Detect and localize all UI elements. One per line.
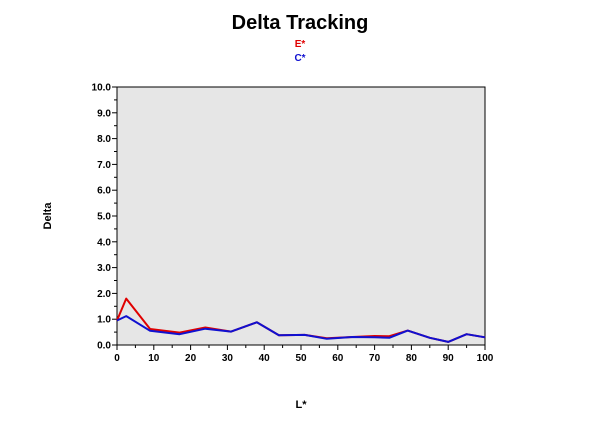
x-axis-ticks: 0 10 20 30 40 50 60 70 80 90 100 xyxy=(114,345,494,364)
y-tick-label: 10.0 xyxy=(92,83,112,94)
x-tick-label: 20 xyxy=(185,353,197,364)
series-line-c-star xyxy=(116,315,486,343)
y-axis-label: Delta xyxy=(42,202,54,230)
x-tick-label: 80 xyxy=(406,353,418,364)
plot-area xyxy=(116,86,486,346)
x-tick-label: 40 xyxy=(259,353,271,364)
legend-c-star: C* xyxy=(294,53,305,64)
y-axis-ticks: 0.0 1.0 2.0 3.0 4.0 5.0 6.0 7.0 8.0 9.0 10.0 xyxy=(92,83,117,352)
y-tick-label: 0.0 xyxy=(97,341,111,352)
x-tick-label: 90 xyxy=(443,353,455,364)
legend-e-star: E* xyxy=(295,39,306,50)
y-tick-label: 8.0 xyxy=(97,134,111,145)
x-tick-label: 30 xyxy=(222,353,234,364)
y-tick-label: 4.0 xyxy=(97,237,111,248)
series-layer xyxy=(116,297,486,343)
y-tick-label: 2.0 xyxy=(97,289,111,300)
x-tick-label: 60 xyxy=(332,353,344,364)
y-tick-label: 7.0 xyxy=(97,160,111,171)
y-tick-label: 3.0 xyxy=(97,263,111,274)
x-tick-label: 100 xyxy=(477,353,494,364)
x-tick-label: 10 xyxy=(148,353,160,364)
x-tick-label: 50 xyxy=(295,353,307,364)
x-tick-label: 70 xyxy=(369,353,381,364)
chart-title: Delta Tracking xyxy=(232,12,369,34)
y-tick-label: 5.0 xyxy=(97,212,111,223)
y-tick-label: 6.0 xyxy=(97,186,111,197)
y-tick-label: 1.0 xyxy=(97,315,111,326)
x-tick-label: 0 xyxy=(114,353,120,364)
y-tick-label: 9.0 xyxy=(97,108,111,119)
x-axis-label: L* xyxy=(296,399,308,411)
